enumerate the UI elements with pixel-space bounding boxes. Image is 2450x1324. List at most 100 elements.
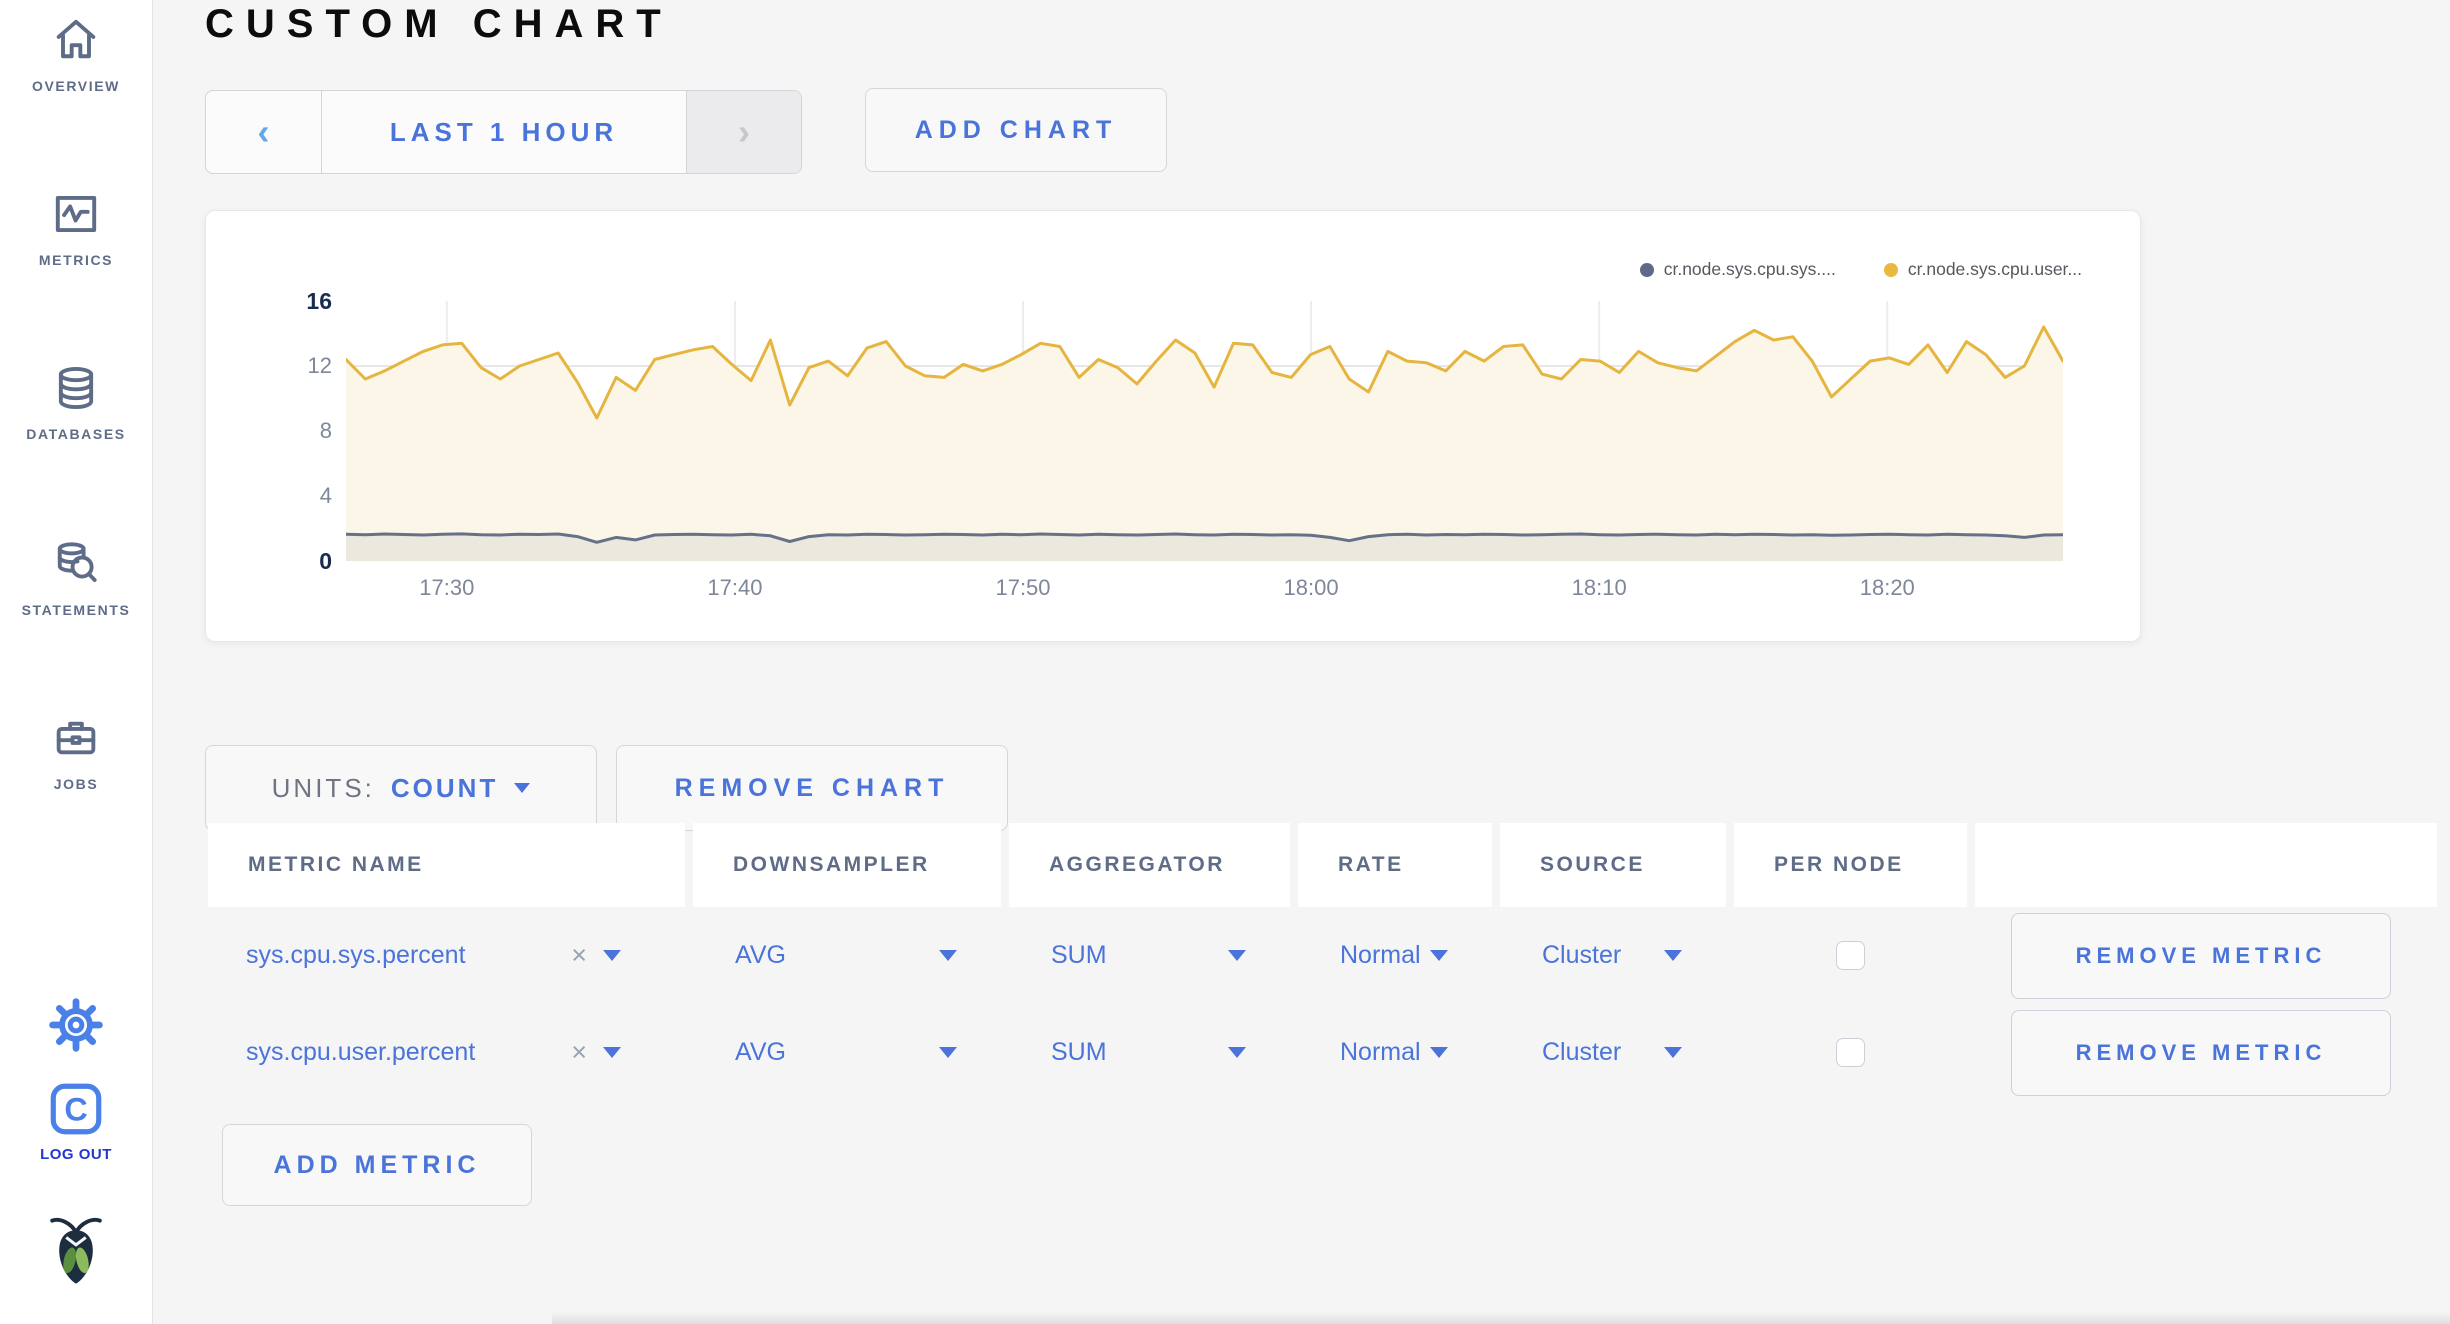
time-range-next-button: › — [687, 91, 801, 173]
col-downsampler: DOWNSAMPLER — [693, 823, 1001, 907]
settings-button[interactable] — [0, 998, 152, 1052]
chevron-right-icon: › — [738, 111, 750, 152]
aggregator-value: SUM — [1051, 1038, 1107, 1066]
downsampler-value: AVG — [735, 1038, 786, 1066]
sidebar-item-jobs[interactable]: JOBS — [0, 712, 152, 792]
sidebar-item-metrics[interactable]: METRICS — [0, 188, 152, 268]
chevron-down-icon — [1228, 1047, 1246, 1058]
briefcase-icon — [56, 721, 96, 755]
time-range-selector: ‹ LAST 1 HOUR › — [205, 90, 802, 174]
cockroach-c-logo-icon: C — [50, 1083, 102, 1135]
y-axis-tick: 0 — [319, 548, 332, 574]
metrics-table-header: METRIC NAME DOWNSAMPLER AGGREGATOR RATE … — [208, 823, 2437, 907]
metric-name-value[interactable]: sys.cpu.user.percent — [246, 1038, 476, 1066]
legend-item: cr.node.sys.cpu.sys.... — [1639, 259, 1836, 280]
remove-chart-button[interactable]: REMOVE CHART — [616, 745, 1008, 831]
scroll-shadow — [552, 1312, 2450, 1324]
col-metric-name: METRIC NAME — [208, 823, 685, 907]
chevron-left-icon: ‹ — [257, 111, 270, 152]
remove-metric-button[interactable]: REMOVE METRIC — [2011, 1009, 2391, 1096]
sidebar-item-statements[interactable]: STATEMENTS — [0, 538, 152, 618]
per-node-checkbox[interactable] — [1836, 941, 1865, 970]
units-dropdown[interactable]: UNITS: COUNT — [205, 745, 597, 831]
cockroach-bug-icon — [50, 1217, 102, 1284]
table-row: sys.cpu.user.percent × AVG SUM Normal Cl… — [208, 1004, 2437, 1101]
downsampler-dropdown[interactable]: AVG — [693, 907, 1001, 1004]
clear-metric-icon[interactable]: × — [571, 1037, 587, 1067]
rate-dropdown[interactable]: Normal — [1298, 1004, 1492, 1101]
y-axis-tick: 4 — [319, 483, 332, 508]
y-axis-tick: 16 — [306, 288, 332, 314]
time-range-label-button[interactable]: LAST 1 HOUR — [321, 91, 687, 173]
source-value: Cluster — [1542, 941, 1622, 969]
chevron-down-icon — [1664, 950, 1682, 961]
sidebar-item-label: DATABASES — [26, 426, 126, 442]
x-axis-tick: 18:10 — [1571, 575, 1627, 600]
units-value: COUNT — [390, 772, 499, 803]
x-axis-tick: 18:00 — [1283, 575, 1339, 600]
source-dropdown[interactable]: Cluster — [1500, 907, 1726, 1004]
time-range-prev-button[interactable]: ‹ — [206, 91, 321, 173]
legend-item: cr.node.sys.cpu.user... — [1883, 259, 2082, 280]
rate-dropdown[interactable]: Normal — [1298, 907, 1492, 1004]
downsampler-dropdown[interactable]: AVG — [693, 1004, 1001, 1101]
per-node-checkbox[interactable] — [1836, 1038, 1865, 1067]
page-title: CUSTOM CHART — [205, 2, 673, 46]
chart-panel: cr.node.sys.cpu.sys.... cr.node.sys.cpu.u… — [205, 210, 2141, 642]
gear-icon — [49, 998, 103, 1052]
sidebar-item-overview[interactable]: OVERVIEW — [0, 14, 152, 94]
chevron-down-icon[interactable] — [603, 950, 621, 961]
aggregator-dropdown[interactable]: SUM — [1009, 1004, 1290, 1101]
sidebar-item-databases[interactable]: DATABASES — [0, 362, 152, 442]
x-axis-tick: 18:20 — [1859, 575, 1915, 600]
chevron-down-icon[interactable] — [603, 1047, 621, 1058]
source-dropdown[interactable]: Cluster — [1500, 1004, 1726, 1101]
sidebar: OVERVIEW METRICS DATABASES STATEMENTS — [0, 0, 153, 1324]
chevron-down-icon — [1430, 950, 1448, 961]
legend-series-name: cr.node.sys.cpu.sys.... — [1663, 259, 1836, 279]
col-rate: RATE — [1298, 823, 1492, 907]
x-axis-tick: 17:30 — [419, 575, 475, 600]
chart-legend: cr.node.sys.cpu.sys.... cr.node.sys.cpu.u… — [1639, 259, 2082, 280]
col-per-node: PER NODE — [1734, 823, 1967, 907]
rate-value: Normal — [1340, 1038, 1421, 1066]
metrics-icon — [55, 196, 97, 232]
home-icon — [56, 19, 96, 59]
sidebar-item-label: STATEMENTS — [21, 602, 131, 618]
add-metric-button[interactable]: ADD METRIC — [222, 1124, 532, 1206]
chevron-down-icon — [939, 950, 957, 961]
sidebar-item-label: METRICS — [38, 252, 114, 268]
clear-metric-icon[interactable]: × — [571, 940, 587, 970]
metric-name-value[interactable]: sys.cpu.sys.percent — [246, 941, 466, 969]
x-axis-tick: 17:50 — [995, 575, 1051, 600]
logout-label: LOG OUT — [40, 1146, 112, 1163]
svg-text:C: C — [64, 1091, 87, 1127]
legend-dot-icon — [1883, 262, 1898, 277]
rate-value: Normal — [1340, 941, 1421, 969]
timeseries-chart — [346, 301, 2063, 561]
chevron-down-icon — [1664, 1047, 1682, 1058]
remove-metric-button[interactable]: REMOVE METRIC — [2011, 912, 2391, 999]
database-icon — [58, 366, 94, 410]
legend-series-name: cr.node.sys.cpu.user... — [1907, 259, 2082, 279]
col-aggregator: AGGREGATOR — [1009, 823, 1290, 907]
aggregator-dropdown[interactable]: SUM — [1009, 907, 1290, 1004]
col-actions — [1975, 823, 2437, 907]
legend-dot-icon — [1639, 262, 1654, 277]
chevron-down-icon — [1430, 1047, 1448, 1058]
y-axis-tick: 8 — [319, 418, 332, 443]
chevron-down-icon — [514, 783, 531, 793]
downsampler-value: AVG — [735, 941, 786, 969]
y-axis-tick: 12 — [307, 353, 332, 378]
sidebar-item-label: OVERVIEW — [31, 78, 120, 94]
col-source: SOURCE — [1500, 823, 1726, 907]
units-prefix-label: UNITS: — [271, 772, 375, 803]
table-row: sys.cpu.sys.percent × AVG SUM Normal Clu… — [208, 907, 2437, 1004]
brand-logo — [0, 1212, 152, 1288]
source-value: Cluster — [1542, 1038, 1622, 1066]
logout-button[interactable]: C LOG OUT — [0, 1078, 152, 1163]
main-content: CUSTOM CHART ‹ LAST 1 HOUR › ADD CHART c… — [152, 0, 2450, 1324]
chevron-down-icon — [939, 1047, 957, 1058]
add-chart-button[interactable]: ADD CHART — [865, 88, 1167, 172]
aggregator-value: SUM — [1051, 941, 1107, 969]
